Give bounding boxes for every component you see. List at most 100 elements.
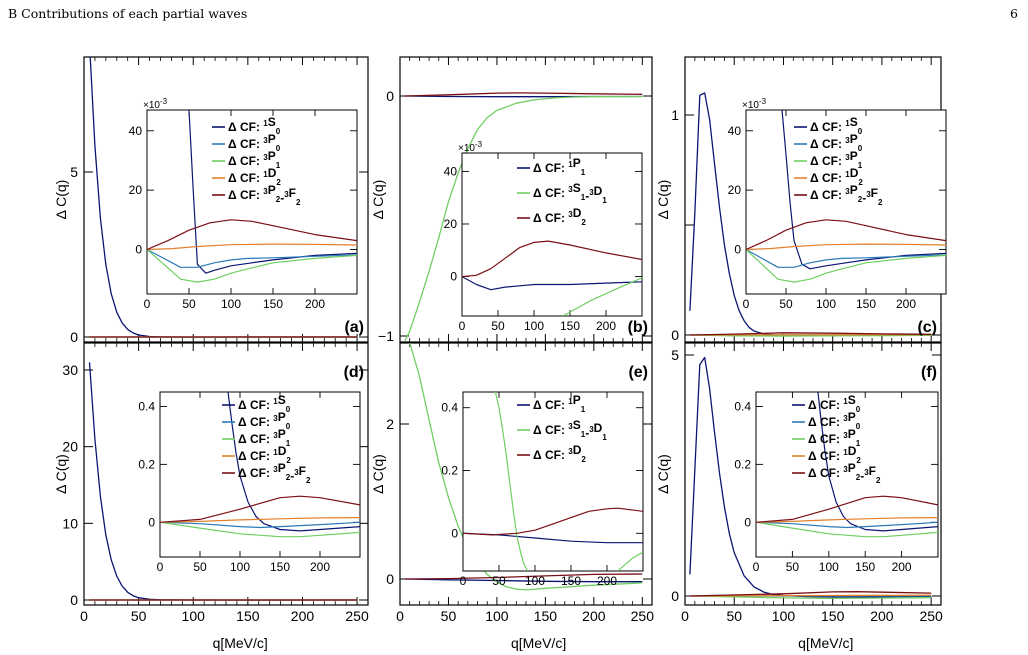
page-header: B Contributions of each partial waves 6: [0, 4, 1028, 24]
legend-entry-part: -: [585, 189, 589, 203]
legend-entry-part: 3: [843, 431, 848, 440]
legend-entry-part: 3: [568, 210, 573, 219]
legend-entry-part: F: [871, 186, 878, 200]
legend-entry-part: P: [278, 461, 286, 475]
y-tick-label: 0: [70, 329, 78, 345]
y-tick-label: 1: [671, 107, 679, 123]
inset-series-line: [756, 516, 938, 523]
legend-entry-part: -: [862, 191, 866, 205]
y-axis-label: Δ C(q): [370, 180, 386, 220]
legend-entry-part: 1: [858, 161, 863, 170]
inset-series-line: [746, 248, 946, 268]
legend-entry-part: 3: [845, 136, 850, 145]
legend-entry-part: S: [573, 418, 581, 432]
legend-entry-part: 3: [589, 188, 594, 197]
legend-entry-part: 3: [263, 136, 268, 145]
inset-x-tick-label: 0: [753, 560, 760, 574]
y-tick-label: −1: [378, 328, 394, 344]
inset-series-line: [746, 219, 946, 251]
inset-y-tick-label: 0: [744, 515, 751, 529]
y-axis-label: Δ C(q): [53, 180, 69, 220]
inset-exponent-power: -3: [759, 97, 767, 106]
inset-series-line: [160, 495, 360, 523]
legend-entry-part: 1: [843, 397, 848, 406]
x-tick-label: 150: [534, 608, 558, 624]
legend-entry-part: 3: [263, 187, 268, 196]
inset-series-line: [160, 521, 360, 538]
inset-x-tick-label: 150: [856, 297, 876, 311]
y-tick-label: 10: [62, 515, 78, 531]
legend-entry-part: P: [850, 149, 858, 163]
legend-entry-part: 3: [589, 425, 594, 434]
legend-entry-part: D: [594, 421, 603, 435]
page-number: 6: [1010, 6, 1018, 21]
legend-entry-part: 2: [276, 195, 281, 204]
x-axis-label: q[MeV/c]: [511, 635, 566, 651]
inset-x-tick-label: 200: [892, 560, 912, 574]
legend-entry-part: 1: [843, 448, 848, 457]
legend-entry-part: 3: [864, 468, 869, 477]
legend-entry-part: S: [278, 393, 286, 407]
legend-entry-part: P: [573, 393, 581, 407]
legend-entry-part: D: [573, 206, 582, 220]
inset-y-tick-label: 40: [129, 124, 143, 138]
inset-y-tick-label: 0.2: [441, 464, 458, 478]
series-line: [409, 343, 643, 591]
inset-x-tick-label: 0: [144, 297, 151, 311]
inset-y-tick-label: 0: [450, 270, 457, 284]
inset-x-tick-label: 200: [305, 297, 325, 311]
legend-entry-part: 0: [858, 144, 863, 153]
legend-entry-part: 1: [263, 170, 268, 179]
legend-entry-part: 2: [296, 198, 301, 207]
series-line: [689, 591, 932, 597]
legend-entry-part: 2: [878, 198, 883, 207]
inset-x-tick-label: 50: [492, 574, 506, 588]
legend-entry-part: 3: [273, 414, 278, 423]
series-line: [689, 595, 932, 600]
legend-entry-part: 0: [858, 127, 863, 136]
y-tick-label: 5: [70, 164, 78, 180]
inset-series-line: [756, 521, 938, 529]
y-tick-label: 0: [386, 571, 394, 587]
legend-entry-part: 1: [602, 196, 607, 205]
y-axis-label: Δ C(q): [53, 454, 69, 494]
series-line: [404, 578, 643, 583]
panel-label: (b): [628, 319, 648, 336]
legend-entry-part: 3: [843, 414, 848, 423]
inset-y-tick-label: 0: [148, 515, 155, 529]
legend-entry-part: 3: [843, 465, 848, 474]
legend-entry-part: D: [573, 443, 582, 457]
legend-entry-part: 1: [602, 433, 607, 442]
legend-entry-part: -: [585, 426, 589, 440]
inset-y-tick-label: 0: [451, 526, 458, 540]
inset-series-line: [147, 219, 357, 251]
legend-entry-part: F: [299, 464, 306, 478]
y-tick-label: 0: [386, 88, 394, 104]
inset-x-tick-label: 50: [779, 297, 793, 311]
y-tick-label: 5: [671, 347, 679, 363]
legend-entry-part: 2: [581, 455, 586, 464]
panel-e: 0 50 100 150 200 250 0 2 Δ C(q) q[MeV/c] 0 50 100 150…: [370, 342, 654, 651]
legend-entry-part: 1: [263, 119, 268, 128]
inset-x-tick-label: 100: [524, 319, 544, 333]
legend-entry-part: P: [278, 427, 286, 441]
legend-entry-part: P: [573, 156, 581, 170]
inset-x-tick-label: 200: [896, 297, 916, 311]
inset-x-tick-label: 100: [816, 297, 836, 311]
legend-entry-part: 2: [306, 476, 311, 485]
inset-y-tick-label: 40: [444, 164, 458, 178]
inset-x-tick-label: 0: [460, 574, 467, 588]
legend-entry-part: S: [573, 181, 581, 195]
inset-x-tick-label: 50: [491, 319, 505, 333]
y-tick-label: 0: [671, 588, 679, 604]
legend-entry-part: 1: [581, 430, 586, 439]
inset-series-line: [817, 392, 938, 532]
x-tick-label: 200: [582, 608, 606, 624]
legend-entry-part: 1: [581, 168, 586, 177]
